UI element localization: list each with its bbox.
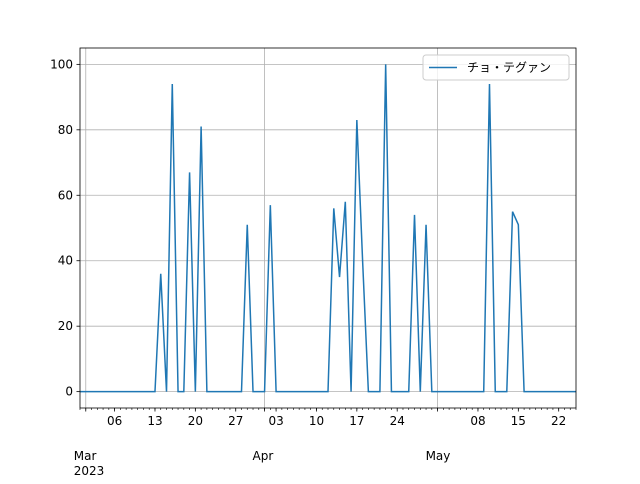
x-tick-label: 27 [228,414,243,428]
x-tick-label-line: 22 [551,414,566,428]
x-tick-label: 15 [511,414,526,428]
x-tick-label-line: 24 [390,414,405,428]
x-tick-label-line: 27 [228,414,243,428]
y-tick-label: 20 [58,319,73,333]
x-tick-label-line: 17 [349,414,364,428]
x-tick-label-line: 2023 [74,464,105,478]
x-tick-label: 06 [107,414,122,428]
y-tick-label: 100 [50,57,73,71]
x-tick-label: 13 [147,414,162,428]
line [80,64,576,393]
x-tick-label-line: 15 [511,414,526,428]
x-tick-label: 24 [390,414,405,428]
x-tick-label: 08 [470,414,485,428]
y-tick-label: 60 [58,188,73,202]
x-tick-label-line: 13 [147,414,162,428]
x-tick-label: Apr [253,449,274,463]
x-tick-label-line: 03 [268,414,283,428]
x-tick-label-line: 10 [309,414,324,428]
x-tick-label-line: 08 [470,414,485,428]
plot-frame [79,47,577,409]
x-tick-label-line: 06 [107,414,122,428]
y-tick-label: 0 [65,385,73,399]
legend-label: チョ・テグァン [467,61,551,75]
x-tick-label: 17 [349,414,364,428]
legend-box [422,54,570,81]
x-tick-label: 03 [268,414,283,428]
x-tick-label-line: May [426,449,451,463]
x-tick-label-line: Apr [253,449,274,463]
x-tick-label: May [426,449,451,463]
x-tick-label-line: Mar [74,449,97,463]
x-tick-label: 10 [309,414,324,428]
x-tick-label: 20 [188,414,203,428]
y-tick-label: 40 [58,254,73,268]
x-tick-label: 22 [551,414,566,428]
x-tick-label-line: 20 [188,414,203,428]
y-tick-label: 80 [58,123,73,137]
x-tick-label: Mar 2023 [74,449,105,478]
